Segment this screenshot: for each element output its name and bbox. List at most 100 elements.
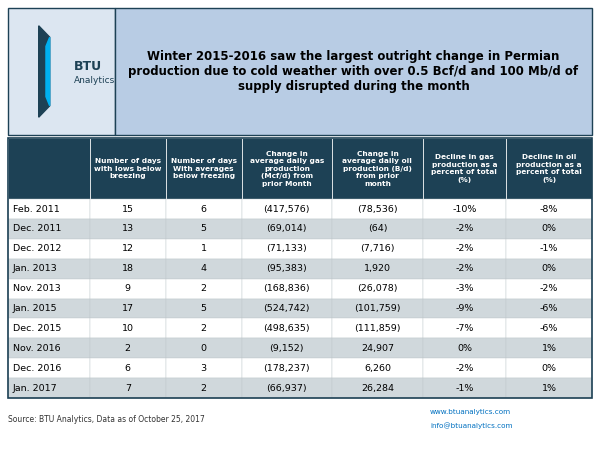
Text: Dec. 2011: Dec. 2011 [13,225,61,234]
FancyBboxPatch shape [506,239,592,259]
FancyBboxPatch shape [506,279,592,298]
Text: 2: 2 [200,383,206,392]
FancyBboxPatch shape [166,219,242,239]
Text: (178,237): (178,237) [263,364,310,373]
FancyBboxPatch shape [332,199,422,219]
Text: Nov. 2016: Nov. 2016 [13,344,61,353]
FancyBboxPatch shape [8,298,90,319]
FancyBboxPatch shape [166,138,242,199]
FancyBboxPatch shape [506,319,592,338]
FancyBboxPatch shape [166,319,242,338]
Text: 2: 2 [200,284,206,293]
Text: 6: 6 [125,364,131,373]
FancyBboxPatch shape [332,219,422,239]
Text: Change in
average daily oil
production (B/d)
from prior
month: Change in average daily oil production (… [343,151,412,187]
FancyBboxPatch shape [90,279,166,298]
FancyBboxPatch shape [332,138,422,199]
Text: 7: 7 [125,383,131,392]
FancyBboxPatch shape [506,338,592,358]
Polygon shape [46,37,50,106]
FancyBboxPatch shape [422,338,506,358]
FancyBboxPatch shape [166,298,242,319]
FancyBboxPatch shape [90,338,166,358]
Text: Number of days
With averages
below freezing: Number of days With averages below freez… [170,158,236,179]
FancyBboxPatch shape [506,199,592,219]
FancyBboxPatch shape [166,358,242,378]
Text: -10%: -10% [452,205,476,214]
Text: 6: 6 [200,205,206,214]
FancyBboxPatch shape [90,298,166,319]
Text: 15: 15 [122,205,134,214]
FancyBboxPatch shape [90,378,166,398]
Text: -2%: -2% [455,225,473,234]
Text: Dec. 2016: Dec. 2016 [13,364,61,373]
FancyBboxPatch shape [506,378,592,398]
FancyBboxPatch shape [242,279,332,298]
Text: -1%: -1% [540,244,558,253]
Text: Feb. 2011: Feb. 2011 [13,205,60,214]
Text: -1%: -1% [455,383,473,392]
FancyBboxPatch shape [166,259,242,279]
Text: -6%: -6% [540,304,558,313]
FancyBboxPatch shape [166,199,242,219]
Text: 1%: 1% [542,383,557,392]
FancyBboxPatch shape [8,338,90,358]
Text: (78,536): (78,536) [357,205,398,214]
FancyBboxPatch shape [506,138,592,199]
FancyBboxPatch shape [332,259,422,279]
FancyBboxPatch shape [422,239,506,259]
Text: 5: 5 [200,304,206,313]
Text: Dec. 2012: Dec. 2012 [13,244,61,253]
Text: -7%: -7% [455,324,473,333]
Text: Jan. 2013: Jan. 2013 [13,264,58,273]
FancyBboxPatch shape [242,259,332,279]
Text: (7,716): (7,716) [360,244,395,253]
Text: Winter 2015-2016 saw the largest outright change in Permian
production due to co: Winter 2015-2016 saw the largest outrigh… [128,50,578,93]
FancyBboxPatch shape [242,138,332,199]
FancyBboxPatch shape [422,279,506,298]
Text: 0%: 0% [542,364,557,373]
Text: Source: BTU Analytics, Data as of October 25, 2017: Source: BTU Analytics, Data as of Octobe… [8,415,205,424]
FancyBboxPatch shape [242,219,332,239]
Text: 1: 1 [200,244,206,253]
Text: -2%: -2% [455,364,473,373]
FancyBboxPatch shape [422,358,506,378]
Text: (168,836): (168,836) [263,284,310,293]
Text: Jan. 2015: Jan. 2015 [13,304,58,313]
Text: Number of days
with lows below
breezing: Number of days with lows below breezing [94,158,161,179]
FancyBboxPatch shape [90,239,166,259]
FancyBboxPatch shape [422,298,506,319]
FancyBboxPatch shape [8,219,90,239]
Text: 0%: 0% [542,264,557,273]
Text: 2: 2 [125,344,131,353]
Text: (417,576): (417,576) [263,205,310,214]
FancyBboxPatch shape [8,259,90,279]
Text: Analytics: Analytics [74,76,115,85]
Text: BTU: BTU [74,60,102,73]
Text: (64): (64) [368,225,387,234]
FancyBboxPatch shape [8,138,90,199]
Text: (95,383): (95,383) [266,264,307,273]
FancyBboxPatch shape [166,279,242,298]
FancyBboxPatch shape [242,239,332,259]
Text: www.btuanalytics.com: www.btuanalytics.com [430,409,511,415]
FancyBboxPatch shape [90,259,166,279]
Text: 1,920: 1,920 [364,264,391,273]
FancyBboxPatch shape [8,319,90,338]
FancyBboxPatch shape [242,199,332,219]
Text: 1%: 1% [542,344,557,353]
FancyBboxPatch shape [332,319,422,338]
Text: 17: 17 [122,304,134,313]
Text: (69,014): (69,014) [266,225,307,234]
Text: -9%: -9% [455,304,473,313]
FancyBboxPatch shape [90,219,166,239]
Text: (26,078): (26,078) [357,284,398,293]
Text: -2%: -2% [455,264,473,273]
FancyBboxPatch shape [422,259,506,279]
Text: 10: 10 [122,324,134,333]
FancyBboxPatch shape [90,199,166,219]
FancyBboxPatch shape [90,138,166,199]
FancyBboxPatch shape [166,338,242,358]
FancyBboxPatch shape [8,358,90,378]
Text: 13: 13 [122,225,134,234]
